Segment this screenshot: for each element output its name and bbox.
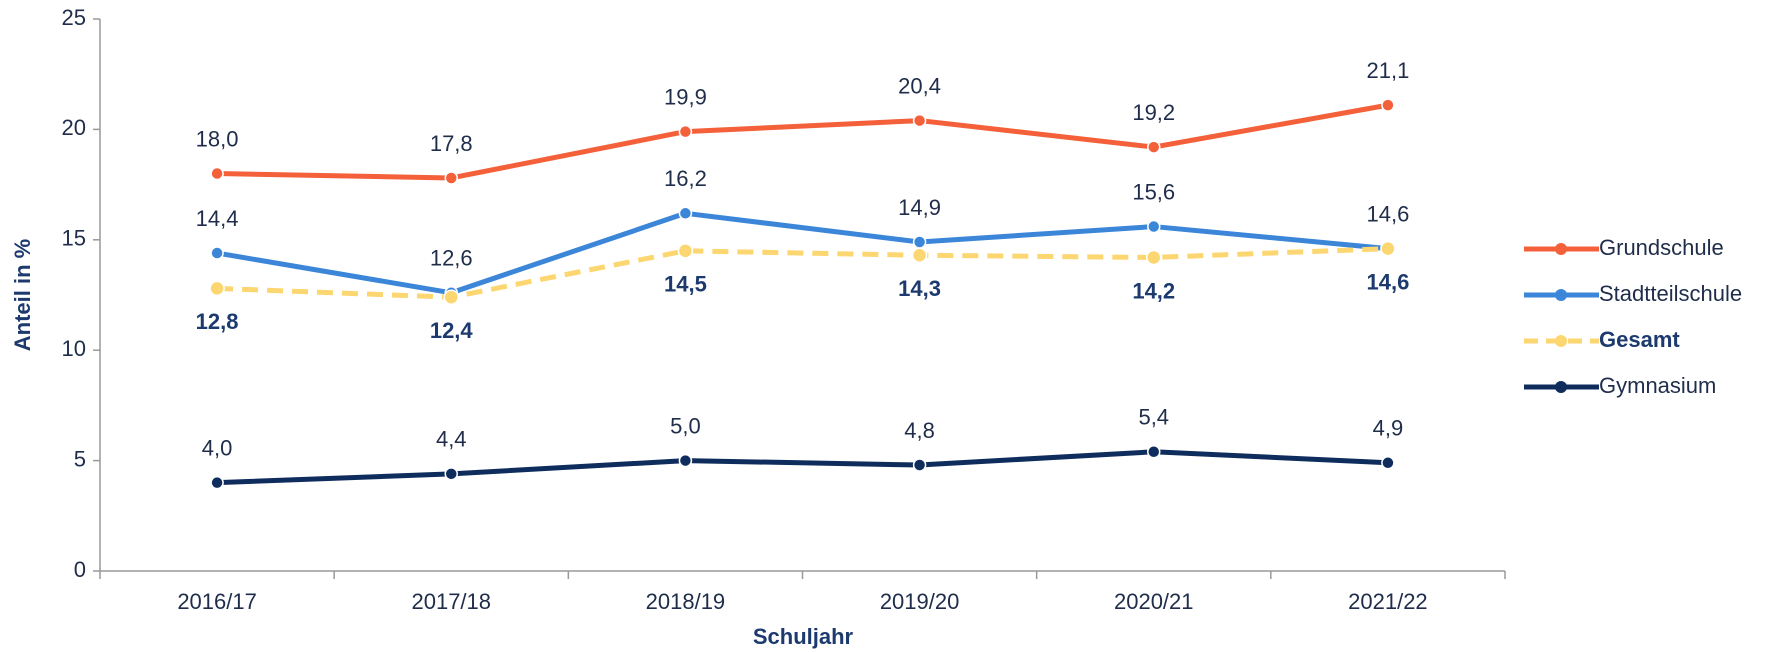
data-label: 14,5 <box>664 272 707 297</box>
data-label: 14,3 <box>898 276 941 301</box>
data-point <box>1381 98 1395 112</box>
data-point <box>678 124 693 139</box>
legend-label: Gesamt <box>1599 327 1680 352</box>
x-tick-label: 2016/17 <box>177 589 257 614</box>
data-label: 14,9 <box>898 195 941 220</box>
data-point <box>210 475 224 490</box>
legend-label: Gymnasium <box>1599 373 1716 398</box>
data-label: 12,4 <box>430 318 474 343</box>
data-point <box>677 243 694 259</box>
legend-marker <box>1555 335 1567 347</box>
data-label: 21,1 <box>1367 58 1410 83</box>
y-tick-label: 10 <box>62 336 86 361</box>
data-point <box>210 166 224 181</box>
data-point <box>444 467 458 481</box>
data-label: 19,9 <box>664 84 707 109</box>
series-line <box>216 449 1389 486</box>
data-label: 5,4 <box>1138 405 1169 430</box>
x-tick-label: 2019/20 <box>880 589 960 614</box>
data-label: 14,2 <box>1132 278 1175 303</box>
x-tick-label: 2021/22 <box>1348 589 1428 614</box>
y-tick-label: 0 <box>74 557 86 582</box>
x-axis-title: Schuljahr <box>753 624 854 649</box>
data-point <box>1147 219 1161 234</box>
x-tick-label: 2018/19 <box>646 589 726 614</box>
series-line <box>216 246 1389 300</box>
data-point <box>1147 140 1161 154</box>
y-tick-label: 20 <box>62 115 86 140</box>
legend-marker <box>1555 289 1567 301</box>
data-label: 14,4 <box>196 206 239 231</box>
data-label: 12,6 <box>430 246 473 271</box>
data-label: 5,0 <box>670 413 701 438</box>
series-line <box>216 210 1389 296</box>
data-point <box>1381 456 1395 470</box>
data-label: 18,0 <box>196 126 239 151</box>
data-label: 4,4 <box>436 427 467 452</box>
data-point <box>911 247 928 264</box>
data-point <box>678 453 693 468</box>
x-tick-label: 2017/18 <box>411 589 491 614</box>
data-label: 17,8 <box>430 131 473 156</box>
y-tick-label: 25 <box>62 5 86 30</box>
data-point <box>1146 249 1162 266</box>
legend-label: Stadtteilschule <box>1599 281 1742 306</box>
data-point <box>912 113 927 128</box>
data-label: 4,9 <box>1373 416 1404 441</box>
y-axis-title: Anteil in % <box>10 239 35 351</box>
x-tick-label: 2020/21 <box>1114 589 1194 614</box>
data-label: 12,8 <box>196 309 239 334</box>
data-point <box>443 289 459 305</box>
data-point <box>1147 445 1161 459</box>
data-label: 4,0 <box>202 435 233 460</box>
data-point <box>210 246 224 260</box>
legend-marker <box>1555 243 1567 255</box>
data-point <box>678 206 693 221</box>
data-point <box>444 171 458 185</box>
y-tick-label: 15 <box>62 226 86 251</box>
series-line <box>217 102 1389 181</box>
data-point <box>912 458 927 472</box>
data-label: 16,2 <box>664 166 707 191</box>
data-point <box>209 280 225 297</box>
data-point <box>912 235 927 249</box>
legend-label: Grundschule <box>1599 235 1724 260</box>
data-point <box>1380 240 1396 257</box>
data-label: 20,4 <box>898 73 941 98</box>
data-label: 19,2 <box>1132 100 1175 125</box>
legend-marker <box>1555 381 1567 393</box>
y-tick-label: 5 <box>74 446 86 471</box>
data-label: 4,8 <box>904 418 935 443</box>
data-label: 14,6 <box>1367 269 1410 294</box>
data-label: 15,6 <box>1132 179 1175 204</box>
data-label: 14,6 <box>1367 201 1410 226</box>
